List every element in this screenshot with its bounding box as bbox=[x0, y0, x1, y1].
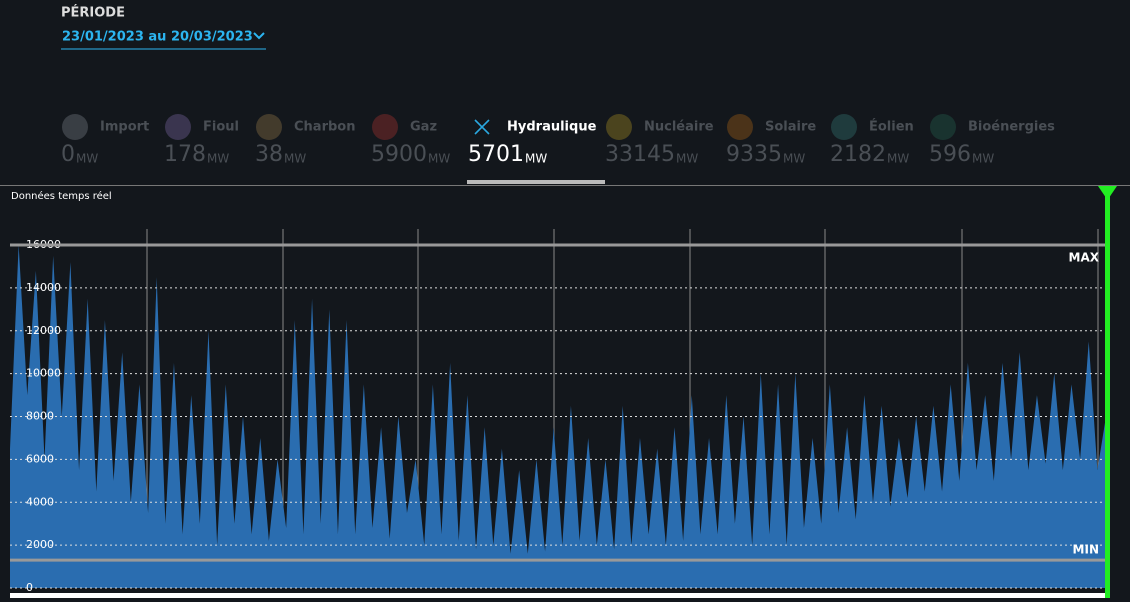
tab-unit: MW bbox=[783, 152, 805, 166]
tab-name[interactable]: Hydraulique bbox=[507, 120, 597, 135]
tab-name[interactable]: Fioul bbox=[203, 120, 239, 135]
tab-value: 2182 bbox=[830, 142, 886, 167]
tab-unit: MW bbox=[525, 152, 547, 166]
tab-name[interactable]: Bioénergies bbox=[968, 120, 1055, 135]
tab-value: 9335 bbox=[726, 142, 782, 167]
tab-name[interactable]: Nucléaire bbox=[644, 120, 714, 135]
tab-unit: MW bbox=[972, 152, 994, 166]
y-tick-label: 0 bbox=[26, 581, 33, 594]
tab-icon[interactable] bbox=[606, 114, 632, 140]
tab-unit: MW bbox=[76, 152, 98, 166]
y-tick-label: 10000 bbox=[26, 367, 61, 380]
tab-value: 596 bbox=[929, 142, 971, 167]
tab-value: 38 bbox=[255, 142, 283, 167]
current-time-marker[interactable] bbox=[1105, 192, 1110, 598]
tab-unit: MW bbox=[207, 152, 229, 166]
tab-icon[interactable] bbox=[930, 114, 956, 140]
tab-icon[interactable] bbox=[727, 114, 753, 140]
min-label: MIN bbox=[1073, 543, 1099, 557]
y-tick-label: 8000 bbox=[26, 410, 54, 423]
chart-subtitle: Données temps réel bbox=[11, 190, 112, 202]
tab-value: 0 bbox=[61, 142, 75, 167]
tab-unit: MW bbox=[676, 152, 698, 166]
period-value[interactable]: 23/01/2023 au 20/03/2023 bbox=[62, 30, 253, 45]
tab-name[interactable]: Import bbox=[100, 120, 149, 135]
current-time-handle[interactable] bbox=[1098, 186, 1117, 200]
tab-icon bbox=[474, 119, 490, 135]
tab-icon[interactable] bbox=[256, 114, 282, 140]
y-tick-label: 6000 bbox=[26, 452, 54, 465]
tab-name[interactable]: Charbon bbox=[294, 120, 355, 135]
active-tab-indicator bbox=[467, 180, 605, 184]
period-label: PÉRIODE bbox=[61, 5, 125, 21]
tab-value: 178 bbox=[164, 142, 206, 167]
y-tick-label: 2000 bbox=[26, 538, 54, 551]
y-tick-label: 4000 bbox=[26, 495, 54, 508]
tab-icon[interactable] bbox=[62, 114, 88, 140]
tab-value: 5701 bbox=[468, 142, 524, 167]
tab-icon[interactable] bbox=[165, 114, 191, 140]
max-label: MAX bbox=[1069, 251, 1100, 265]
y-tick-label: 12000 bbox=[26, 324, 61, 337]
tab-icon[interactable] bbox=[372, 114, 398, 140]
tab-value: 5900 bbox=[371, 142, 427, 167]
tab-icon[interactable] bbox=[831, 114, 857, 140]
dropdown-arrow[interactable] bbox=[253, 32, 265, 40]
tab-unit: MW bbox=[428, 152, 450, 166]
tab-name[interactable]: Solaire bbox=[765, 120, 816, 135]
tab-unit: MW bbox=[284, 152, 306, 166]
tab-name[interactable]: Gaz bbox=[410, 120, 437, 135]
baseline bbox=[10, 593, 1108, 598]
tab-value: 33145 bbox=[605, 142, 675, 167]
tab-unit: MW bbox=[887, 152, 909, 166]
tab-name[interactable]: Éolien bbox=[869, 119, 914, 135]
y-tick-label: 14000 bbox=[26, 281, 61, 294]
